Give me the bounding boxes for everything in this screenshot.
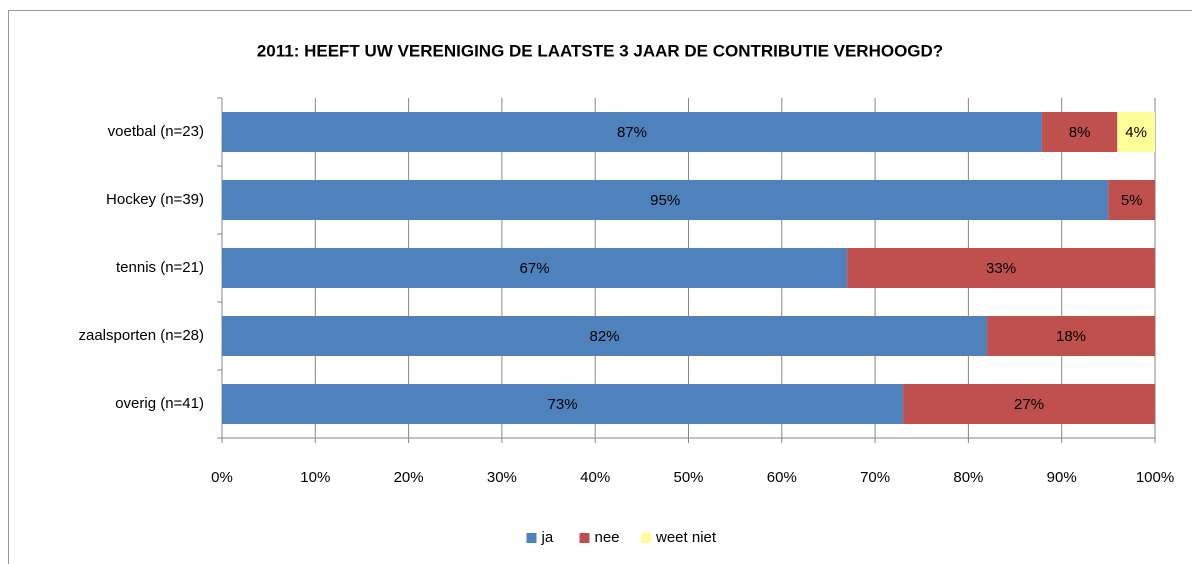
x-tick-label: 0%	[211, 469, 233, 486]
legend-swatch	[526, 533, 537, 543]
chart-title: 2011: HEEFT UW VERENIGING DE LAATSTE 3 J…	[257, 41, 943, 60]
y-tick-label: tennis (n=21)	[116, 259, 204, 276]
bar-segment	[222, 180, 1109, 220]
bar-segment	[1041, 112, 1118, 152]
bar-segment	[1108, 180, 1155, 220]
x-tick-label: 80%	[953, 469, 983, 486]
x-tick-label: 100%	[1136, 469, 1174, 486]
bar-segment	[1117, 112, 1155, 152]
legend-label: nee	[595, 529, 620, 546]
bar-segment	[987, 316, 1155, 356]
x-tick-label: 90%	[1047, 469, 1077, 486]
x-tick-label: 50%	[673, 469, 703, 486]
x-tick-label: 70%	[860, 469, 890, 486]
bar-segment	[903, 384, 1155, 424]
bar-segment	[222, 248, 848, 288]
legend-label: ja	[541, 529, 554, 546]
y-tick-label: Hockey (n=39)	[106, 191, 204, 208]
y-tick-label: overig (n=41)	[115, 395, 204, 412]
x-tick-label: 60%	[767, 469, 797, 486]
bar-segment	[222, 384, 904, 424]
data-label: 73%	[548, 396, 578, 413]
x-tick-label: 20%	[394, 469, 424, 486]
legend-swatch	[579, 533, 590, 543]
data-label: 18%	[1056, 328, 1086, 345]
data-label: 67%	[520, 260, 550, 277]
x-tick-label: 40%	[580, 469, 610, 486]
bar-segment	[222, 112, 1042, 152]
data-label: 33%	[986, 260, 1016, 277]
data-label: 95%	[650, 192, 680, 209]
data-label: 87%	[617, 124, 647, 141]
bar-segment	[222, 316, 988, 356]
data-label: 5%	[1121, 192, 1143, 209]
x-tick-label: 30%	[487, 469, 517, 486]
y-tick-label: voetbal (n=23)	[108, 123, 204, 140]
legend-swatch	[641, 533, 651, 543]
y-tick-label: zaalsporten (n=28)	[79, 327, 205, 344]
legend-label: weet niet	[655, 529, 717, 546]
data-label: 82%	[590, 328, 620, 345]
x-tick-label: 10%	[300, 469, 330, 486]
data-label: 4%	[1125, 124, 1147, 141]
data-label: 27%	[1014, 396, 1044, 413]
data-label: 8%	[1069, 124, 1091, 141]
bar-segment	[847, 248, 1155, 288]
